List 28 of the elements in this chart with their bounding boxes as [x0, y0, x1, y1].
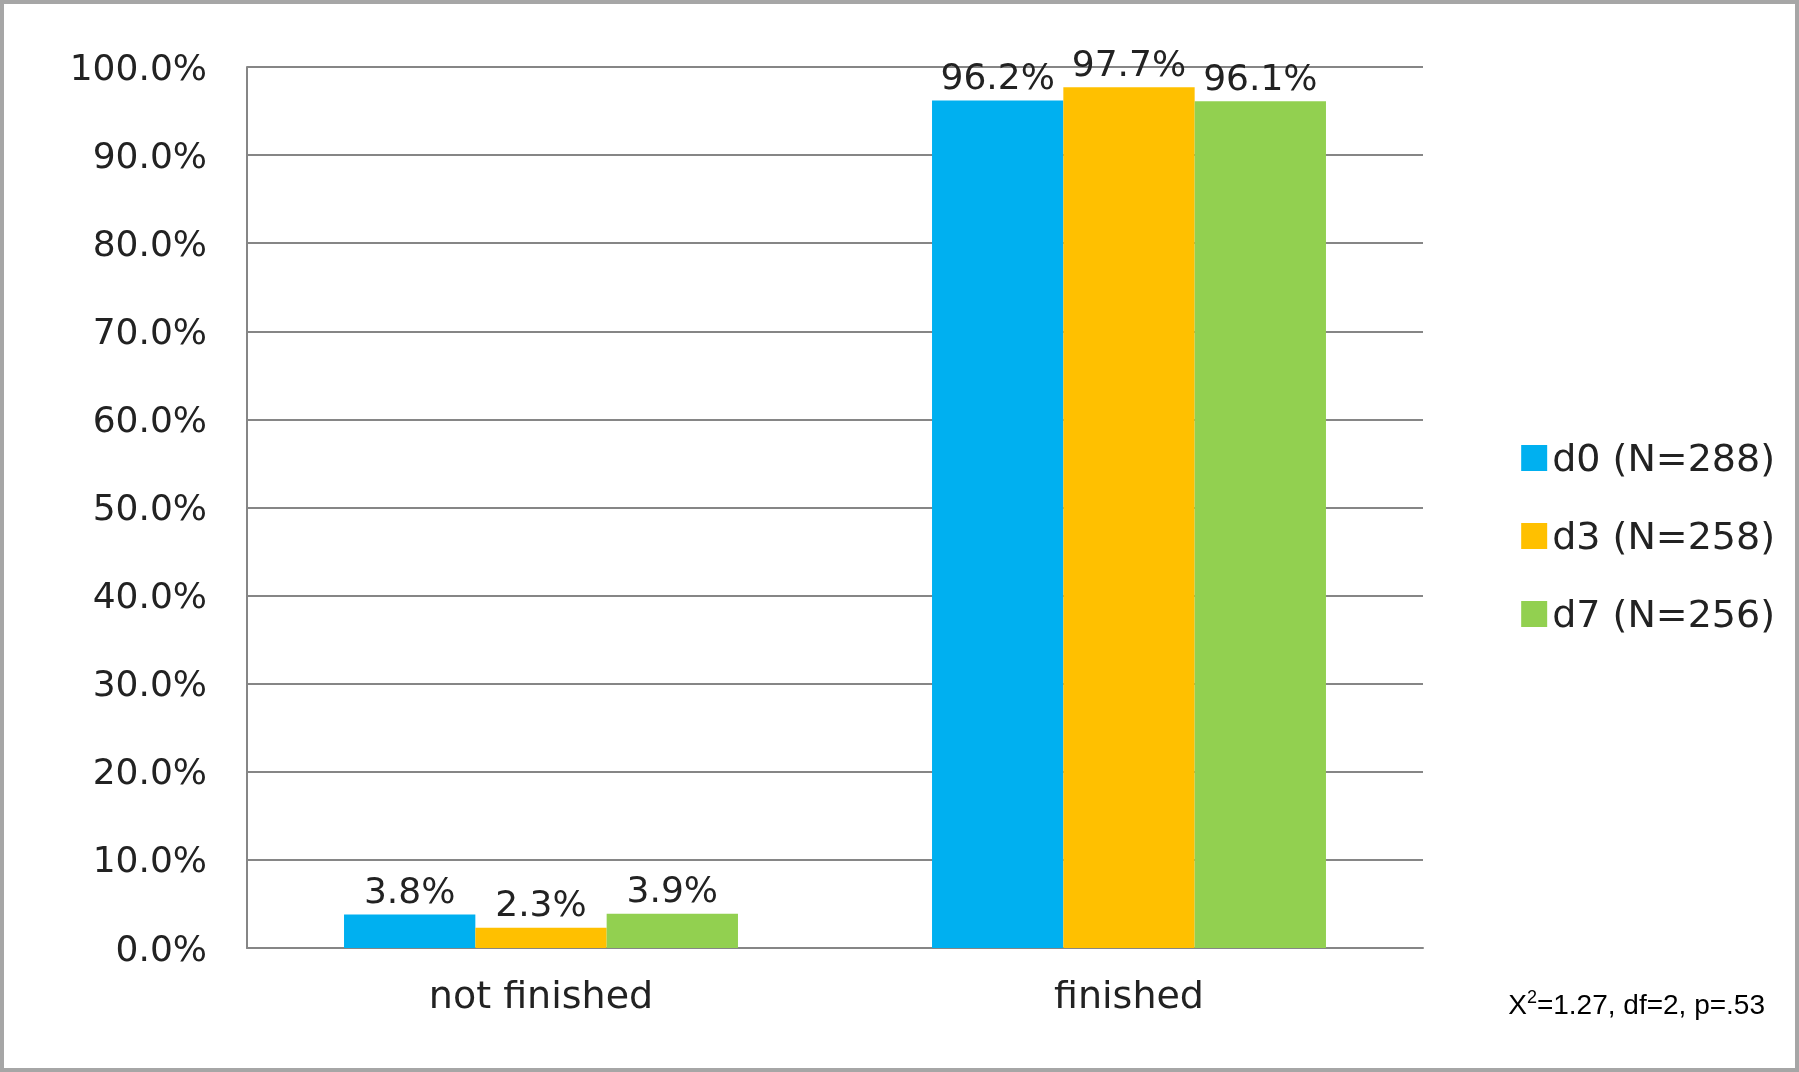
y-tick-label: 30.0%: [92, 663, 207, 705]
y-tick-label: 0.0%: [115, 927, 207, 969]
y-tick-label: 10.0%: [92, 839, 207, 881]
bar: [606, 913, 738, 948]
data-label: 96.1%: [1203, 56, 1318, 98]
bar: [932, 100, 1064, 948]
data-label: 97.7%: [1071, 42, 1187, 84]
x-tick-label: not finished: [428, 973, 654, 1017]
y-tick-label: 40.0%: [92, 575, 207, 617]
x-tick-label: finished: [1054, 973, 1204, 1017]
data-label: 2.3%: [495, 883, 587, 925]
y-tick-label: 90.0%: [92, 134, 207, 176]
legend-label: d0 (N=288): [1552, 436, 1775, 480]
bar: [1063, 87, 1195, 948]
y-tick-label: 100.0%: [69, 46, 207, 88]
data-label: 3.8%: [363, 870, 456, 912]
y-tick-label: 20.0%: [92, 751, 207, 793]
legend-label: d7 (N=256): [1552, 592, 1775, 636]
bar: [475, 927, 607, 948]
legend-label: d3 (N=258): [1552, 514, 1775, 558]
y-tick-label: 50.0%: [92, 487, 207, 528]
data-label: 96.2%: [940, 55, 1055, 97]
y-tick-label: 80.0%: [92, 222, 207, 264]
y-tick-label: 60.0%: [92, 398, 207, 440]
bar: [1194, 101, 1326, 948]
y-tick-label: 70.0%: [92, 310, 207, 352]
data-label: 3.9%: [626, 869, 719, 911]
bar: [344, 914, 476, 948]
